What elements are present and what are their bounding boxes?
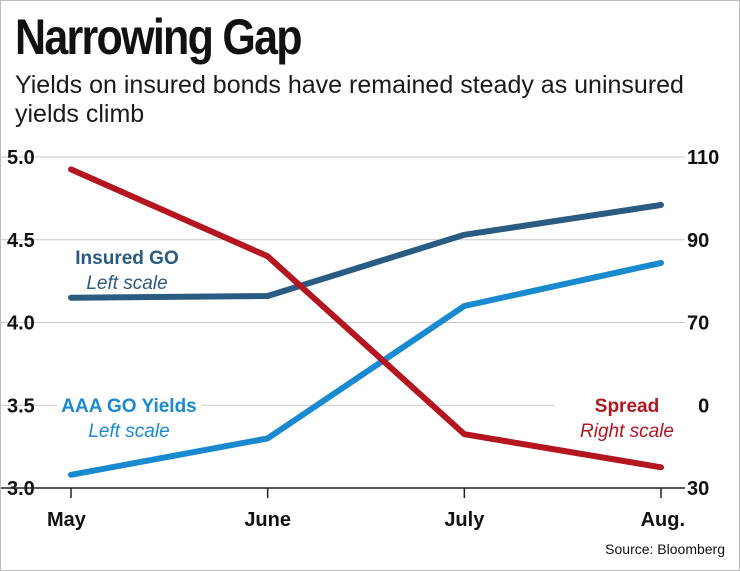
right-axis: 11090705030	[687, 147, 719, 500]
left-tick-label: 3.0	[7, 478, 35, 500]
series-label-backdrop	[555, 390, 699, 444]
series-scale-aaa-go-yields: Left scale	[88, 421, 169, 442]
chart-subtitle: Yields on insured bonds have remained st…	[15, 71, 684, 128]
left-tick-label: 4.0	[7, 313, 35, 335]
series-name-aaa-go-yields: AAA GO Yields	[61, 396, 197, 417]
x-tick-label: July	[444, 509, 485, 531]
left-axis: 5.0 4.5 4.0 3.5 3.0	[7, 147, 35, 500]
left-tick-label: 4.5	[7, 230, 35, 252]
series-name-spread: Spread	[595, 396, 659, 417]
chart-title: Narrowing Gap	[15, 9, 303, 65]
source-note: Source: Bloomberg	[605, 541, 725, 557]
series-line-insured-go	[68, 202, 664, 301]
series-line-spread	[68, 166, 664, 471]
x-tick-label: Aug.	[641, 509, 685, 531]
x-axis: May June July Aug.	[1, 487, 685, 531]
series-name-insured-go: Insured GO	[75, 248, 178, 269]
series-scale-insured-go: Left scale	[86, 273, 167, 294]
right-tick-label: 70	[687, 313, 709, 335]
left-tick-label: 5.0	[7, 147, 35, 169]
series-label-backdrop	[57, 390, 201, 444]
right-tick-label: 30	[687, 478, 709, 500]
series-line-aaa-go-yields	[68, 259, 664, 478]
x-tick-label: May	[47, 509, 87, 531]
series-labels: Insured GO Left scale AAA GO Yields Left sc…	[57, 248, 699, 444]
x-tick-label: June	[244, 509, 291, 531]
right-tick-label: 110	[687, 147, 719, 169]
right-tick-label: 90	[687, 230, 709, 252]
left-tick-label: 3.5	[7, 395, 35, 417]
series-scale-spread: Right scale	[580, 421, 674, 442]
series-lines	[68, 166, 664, 478]
